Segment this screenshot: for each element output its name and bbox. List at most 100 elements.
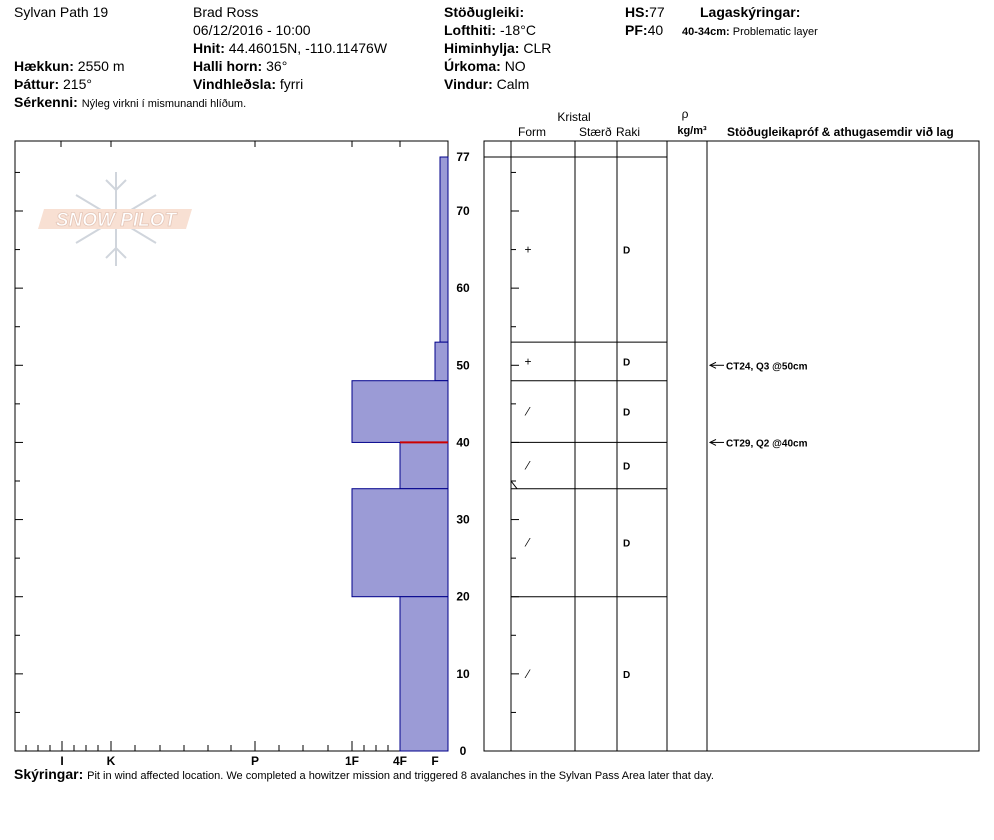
wind-field: Vindur: Calm <box>444 76 529 92</box>
slope-label: Halli horn: <box>193 58 263 74</box>
hardness-tick-label: F <box>431 754 438 768</box>
elevation-field: Hækkun: 2550 m <box>14 58 125 74</box>
layer-table <box>483 140 980 752</box>
density-symbol: ρ <box>682 107 689 121</box>
specifics-field: Sérkenni: Nýleg virkni í mismunandi hlíð… <box>14 94 246 112</box>
depth-axis: 0 10 20 30 40 50 60 70 77 <box>15 150 519 758</box>
layer-notes-range: 40-34cm: <box>682 26 730 38</box>
grain-form-symbol: + <box>524 243 531 257</box>
sky-field: Himinhylja: CLR <box>444 40 551 56</box>
hardness-panel <box>14 140 449 752</box>
moisture-value: D <box>623 539 630 550</box>
test-arrow-head <box>708 361 717 369</box>
crystal-header: Kristal <box>557 110 590 124</box>
pit-name: Sylvan Path 19 <box>14 4 109 20</box>
depth-tick-label: 30 <box>456 513 470 527</box>
slope-field: Halli horn: 36° <box>193 58 287 74</box>
pf-value: 40 <box>647 22 664 38</box>
hardness-axis: I K P 1F 4F F <box>25 141 443 768</box>
wind-label: Vindur: <box>444 76 493 92</box>
moisture-value: D <box>623 357 630 368</box>
grain-form-symbol: + <box>524 354 531 368</box>
depth-tick-label: 70 <box>456 204 470 218</box>
moisture-value: D <box>623 246 630 257</box>
moisture-value: D <box>623 462 630 473</box>
hs-label: HS: <box>625 4 650 20</box>
test-arrow-head <box>708 438 717 446</box>
grain-form-symbol: ⁄ <box>524 536 531 550</box>
grain-form-symbol: ⁄ <box>524 405 531 419</box>
hardness-layer-bar <box>351 380 449 443</box>
stability-field: Stöðugleiki: <box>444 4 524 20</box>
observer-name: Brad Ross <box>193 4 259 20</box>
hs-field: HS:77 <box>625 4 665 20</box>
sky-value: CLR <box>523 40 552 56</box>
wind-loading-label: Vindhleðsla: <box>193 76 276 92</box>
depth-tick-label: 0 <box>460 744 467 758</box>
layer-notes-label: Lagaskýringar: <box>700 4 801 20</box>
coords-field: Hnit: 44.46015N, -110.11476W <box>193 40 387 56</box>
elevation-value: 2550 m <box>77 58 125 74</box>
tests-header: Stöðugleikapróf & athugasemdir við lag <box>727 125 954 139</box>
air-temp-field: Lofthiti: -18°C <box>444 22 536 38</box>
hardness-layer-bar <box>399 596 449 752</box>
comments-label: Skýringar: <box>14 766 84 782</box>
size-header: Stærð <box>579 125 612 139</box>
hardness-layer-bar <box>351 488 449 598</box>
air-temp-value: -18°C <box>499 22 536 38</box>
observation-datetime: 06/12/2016 - 10:00 <box>193 22 311 38</box>
wind-loading-field: Vindhleðsla: fyrri <box>193 76 303 92</box>
hardness-tick-label: 4F <box>393 754 407 768</box>
form-header: Form <box>518 125 546 139</box>
slope-value: 36° <box>266 58 288 74</box>
stability-label: Stöðugleiki: <box>444 4 525 20</box>
snowpilot-logo: SNOW PILOT <box>38 172 192 266</box>
hardness-tick-label: I <box>60 754 63 768</box>
coords-label: Hnit: <box>193 40 225 56</box>
aspect-field: Þáttur: 215° <box>14 76 92 92</box>
precip-value: NO <box>504 58 526 74</box>
hardness-tick-label: P <box>251 754 259 768</box>
moisture-value: D <box>623 408 630 419</box>
table-row-connector <box>510 480 518 490</box>
grain-form-symbol: ⁄ <box>524 667 531 681</box>
pf-label: PF: <box>625 22 648 38</box>
density-unit: kg/m³ <box>677 125 707 137</box>
aspect-label: Þáttur: <box>14 76 60 92</box>
specifics-value: Nýleg virkni í mismunandi hlíðum. <box>81 98 247 110</box>
comments-value: Pit in wind affected location. We comple… <box>87 770 714 782</box>
precip-label: Úrkoma: <box>444 58 501 74</box>
hardness-tick-label: 1F <box>345 754 359 768</box>
sky-label: Himinhylja: <box>444 40 520 56</box>
aspect-value: 215° <box>63 76 92 92</box>
stability-tests: CT24, Q3 @50cm CT29, Q2 @40cm <box>708 361 808 449</box>
air-temp-label: Lofthiti: <box>444 22 497 38</box>
layer-notes-field: 40-34cm: Problematic layer <box>682 24 818 40</box>
table-details: + D + D ⁄ D ⁄ D ⁄ D ⁄ D <box>524 243 630 681</box>
layer-notes-value: Problematic layer <box>732 26 818 38</box>
hs-value: 77 <box>649 4 665 20</box>
hardness-layers <box>351 156 449 752</box>
depth-tick-label: 10 <box>456 667 470 681</box>
logo-text: SNOW PILOT <box>56 210 178 231</box>
precip-field: Úrkoma: NO <box>444 58 526 74</box>
depth-tick-label: 77 <box>456 150 470 164</box>
depth-tick-label: 40 <box>456 435 470 449</box>
hardness-layer-bar <box>439 156 449 343</box>
depth-tick-label: 50 <box>456 358 470 372</box>
depth-tick-label: 60 <box>456 281 470 295</box>
hardness-tick-label: K <box>107 754 116 768</box>
specifics-label: Sérkenni: <box>14 94 78 110</box>
grain-form-symbol: ⁄ <box>524 459 531 473</box>
comments-field: Skýringar: Pit in wind affected location… <box>14 766 714 784</box>
moisture-header: Raki <box>616 125 640 139</box>
test-label: CT24, Q3 @50cm <box>726 361 808 372</box>
hardness-layer-bar <box>399 441 449 490</box>
logo-banner <box>38 209 192 229</box>
wind-value: Calm <box>496 76 530 92</box>
elevation-label: Hækkun: <box>14 58 74 74</box>
coords-value: 44.46015N, -110.11476W <box>228 40 388 56</box>
moisture-value: D <box>623 670 630 681</box>
test-label: CT29, Q2 @40cm <box>726 438 808 449</box>
